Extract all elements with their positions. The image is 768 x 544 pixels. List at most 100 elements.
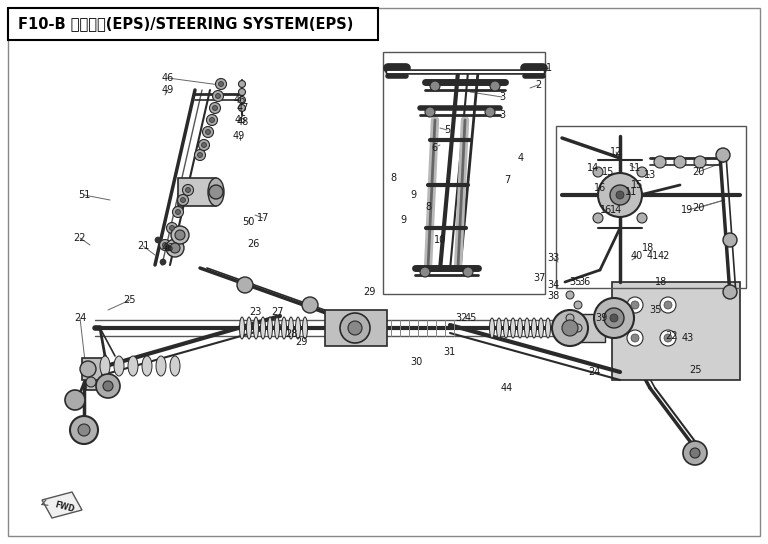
Circle shape	[160, 239, 170, 250]
Text: 48: 48	[237, 117, 249, 127]
Text: 6: 6	[431, 143, 437, 153]
Text: 41: 41	[647, 251, 659, 261]
Circle shape	[213, 90, 223, 102]
Text: 22: 22	[665, 331, 677, 341]
Ellipse shape	[156, 356, 166, 376]
Text: 49: 49	[233, 131, 245, 141]
Circle shape	[78, 424, 90, 436]
Circle shape	[65, 390, 85, 410]
Text: F10-B 转向系统(EPS)/STEERING SYSTEM(EPS): F10-B 转向系统(EPS)/STEERING SYSTEM(EPS)	[18, 16, 353, 32]
Circle shape	[616, 191, 624, 199]
Text: 20: 20	[692, 167, 704, 177]
Text: 3: 3	[499, 92, 505, 102]
Ellipse shape	[267, 317, 273, 339]
Text: 35: 35	[650, 305, 662, 315]
Circle shape	[485, 107, 495, 117]
Circle shape	[155, 237, 161, 243]
Text: 22: 22	[74, 233, 86, 243]
Ellipse shape	[296, 317, 300, 339]
Circle shape	[674, 156, 686, 168]
Text: 35: 35	[570, 277, 582, 287]
Circle shape	[425, 107, 435, 117]
Circle shape	[664, 301, 672, 309]
Circle shape	[660, 297, 676, 313]
Ellipse shape	[511, 318, 515, 338]
Bar	[612, 282, 740, 380]
Circle shape	[594, 298, 634, 338]
Text: 3: 3	[499, 110, 505, 120]
Circle shape	[566, 291, 574, 299]
Text: 9: 9	[410, 190, 416, 200]
Text: 37: 37	[533, 273, 545, 283]
Text: 24: 24	[74, 313, 86, 323]
Text: 20: 20	[692, 203, 704, 213]
Ellipse shape	[496, 318, 502, 338]
Circle shape	[716, 148, 730, 162]
Circle shape	[593, 167, 603, 177]
Circle shape	[490, 81, 500, 91]
Text: 28: 28	[285, 329, 297, 339]
Ellipse shape	[531, 318, 537, 338]
Text: 14: 14	[587, 163, 599, 173]
Circle shape	[160, 259, 166, 265]
Circle shape	[239, 96, 246, 103]
Ellipse shape	[170, 356, 180, 376]
Circle shape	[198, 139, 210, 151]
Text: 4: 4	[518, 153, 524, 163]
Text: 26: 26	[247, 239, 259, 249]
Text: 44: 44	[501, 383, 513, 393]
Text: 43: 43	[682, 333, 694, 343]
Circle shape	[207, 114, 217, 126]
Bar	[82, 358, 102, 380]
Circle shape	[165, 245, 171, 251]
Ellipse shape	[303, 317, 307, 339]
Circle shape	[163, 243, 167, 248]
Circle shape	[302, 297, 318, 313]
Text: 9: 9	[400, 215, 406, 225]
Text: 42: 42	[658, 251, 670, 261]
Circle shape	[213, 106, 217, 110]
Text: 39: 39	[595, 313, 607, 323]
Text: FWD: FWD	[54, 500, 75, 514]
Text: 36: 36	[578, 277, 590, 287]
Text: 46: 46	[162, 73, 174, 83]
Circle shape	[180, 197, 186, 202]
Ellipse shape	[208, 178, 224, 206]
Text: 11: 11	[625, 187, 637, 197]
Bar	[8, 8, 378, 40]
Bar	[560, 314, 605, 342]
Text: 12: 12	[610, 147, 622, 157]
Text: 21: 21	[137, 241, 149, 251]
Text: 40: 40	[631, 251, 643, 261]
Text: 46: 46	[234, 95, 246, 105]
Circle shape	[216, 94, 220, 98]
Text: 24: 24	[588, 367, 600, 377]
Circle shape	[86, 377, 96, 387]
Text: 34: 34	[547, 280, 559, 290]
Circle shape	[631, 301, 639, 309]
Circle shape	[660, 330, 676, 346]
Text: 46: 46	[235, 115, 247, 125]
Circle shape	[96, 374, 120, 398]
Text: 8: 8	[390, 173, 396, 183]
Circle shape	[239, 81, 246, 88]
Circle shape	[562, 320, 578, 336]
Ellipse shape	[274, 317, 280, 339]
Circle shape	[170, 226, 174, 231]
Text: 38: 38	[547, 291, 559, 301]
Text: 49: 49	[162, 85, 174, 95]
Text: 47: 47	[237, 103, 249, 113]
Bar	[325, 310, 387, 346]
Ellipse shape	[142, 356, 152, 376]
Circle shape	[175, 230, 185, 240]
Ellipse shape	[114, 356, 124, 376]
Text: 32: 32	[455, 313, 467, 323]
Circle shape	[171, 226, 189, 244]
Text: 33: 33	[547, 253, 559, 263]
Circle shape	[70, 416, 98, 444]
Circle shape	[206, 129, 210, 134]
Circle shape	[593, 213, 603, 223]
Circle shape	[173, 207, 184, 218]
Text: 5: 5	[444, 125, 450, 135]
Circle shape	[627, 330, 643, 346]
